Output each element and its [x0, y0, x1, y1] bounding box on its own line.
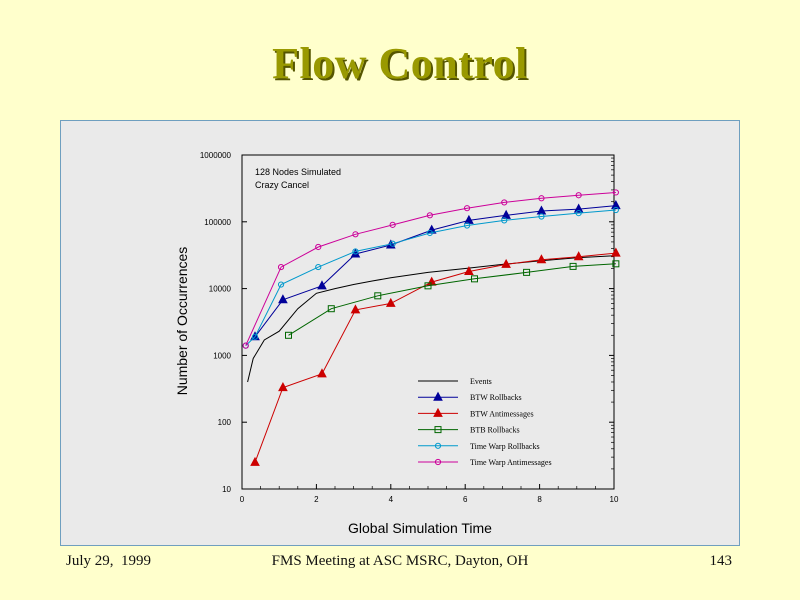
- data-point: [278, 382, 288, 392]
- data-point: [426, 229, 433, 237]
- data-point: [315, 243, 322, 251]
- data-point: [573, 203, 584, 213]
- data-point: [464, 265, 474, 276]
- data-point: [611, 200, 621, 210]
- series-line: [288, 263, 616, 336]
- series-3: [285, 260, 620, 339]
- data-point: [424, 282, 432, 290]
- legend-marker: [434, 426, 442, 434]
- data-point: [463, 222, 471, 229]
- y-tick-label: 100: [218, 418, 232, 427]
- data-point: [569, 262, 577, 270]
- legend-item: BTW Rollbacks: [418, 391, 522, 402]
- legend-item: Time Warp Rollbacks: [418, 442, 540, 451]
- data-point: [501, 199, 508, 206]
- series-line: [245, 192, 616, 346]
- data-point: [251, 333, 259, 340]
- annotation-line-2: Crazy Cancel: [255, 180, 309, 190]
- data-point: [612, 206, 619, 214]
- data-point: [538, 213, 545, 220]
- data-point: [389, 221, 396, 228]
- slide-title: Flow Control: [272, 39, 528, 88]
- data-point: [538, 195, 545, 202]
- data-point: [350, 304, 361, 314]
- data-point: [278, 294, 288, 304]
- data-point: [389, 240, 396, 247]
- legend-label: Time Warp Antimessages: [470, 458, 552, 467]
- footer-date: July 29, 1999: [66, 553, 152, 569]
- legend: Events BTW Rollbacks BTW Antimessages BTB R…: [418, 377, 552, 467]
- legend-item: BTW Antimessages: [418, 407, 534, 418]
- x-tick-label: 10: [610, 495, 619, 504]
- y-axis-label: Number of Occurrences: [174, 247, 190, 396]
- legend-item: Time Warp Antimessages: [418, 458, 552, 467]
- series-5: [242, 189, 619, 349]
- footer-page-number: 143: [709, 553, 733, 569]
- data-point: [575, 192, 582, 199]
- legend-label: Time Warp Rollbacks: [470, 442, 540, 451]
- data-point: [277, 263, 285, 271]
- data-point: [575, 209, 582, 217]
- data-point: [463, 205, 471, 212]
- data-point: [327, 305, 335, 313]
- chart-frame: 10 100 1000 10000 100000 1000000 0 2 4 6 8 10 128 N…: [60, 120, 740, 546]
- data-point: [315, 263, 322, 271]
- data-point: [611, 247, 621, 257]
- legend-marker: [434, 458, 442, 466]
- data-point: [501, 258, 511, 268]
- data-point: [352, 248, 359, 255]
- data-point: [501, 217, 508, 224]
- data-point: [471, 275, 478, 283]
- annotation-line-1: 128 Nodes Simulated: [255, 167, 341, 177]
- legend-marker: [434, 442, 442, 449]
- footer-meeting: FMS Meeting at ASC MSRC, Dayton, OH: [271, 553, 529, 569]
- data-point: [523, 268, 531, 276]
- series-line: [245, 209, 616, 346]
- x-tick-label: 6: [463, 495, 468, 504]
- data-point: [426, 224, 437, 234]
- y-tick-label: 1000: [213, 351, 231, 360]
- x-tick-label: 2: [314, 495, 319, 504]
- data-point: [426, 212, 433, 219]
- x-axis-label: Global Simulation Time: [348, 520, 492, 536]
- data-point: [385, 297, 396, 307]
- data-point: [352, 231, 359, 238]
- legend-label: BTW Antimessages: [470, 409, 534, 418]
- line-chart: 10 100 1000 10000 100000 1000000 0 2 4 6 8 10 128 N…: [174, 151, 621, 536]
- legend-marker: [433, 391, 443, 401]
- y-tick-label: 1000000: [200, 151, 232, 160]
- data-point: [573, 251, 584, 261]
- data-point: [536, 254, 547, 264]
- data-point: [285, 331, 292, 339]
- data-point: [374, 292, 382, 300]
- y-tick-label: 10000: [209, 285, 232, 294]
- data-point: [242, 342, 249, 349]
- y-tick-label: 100000: [204, 218, 231, 227]
- series-4: [242, 206, 619, 349]
- x-tick-label: 4: [389, 495, 394, 504]
- data-point: [250, 456, 260, 466]
- data-point: [612, 260, 620, 268]
- y-tick-label: 10: [222, 485, 231, 494]
- data-point: [317, 368, 327, 378]
- x-tick-label: 0: [240, 495, 245, 504]
- legend-item: Events: [418, 377, 492, 386]
- series-2: [250, 247, 621, 466]
- legend-item: BTB Rollbacks: [418, 426, 520, 435]
- data-point: [317, 280, 327, 290]
- data-point: [612, 189, 619, 196]
- legend-label: BTW Rollbacks: [470, 393, 522, 402]
- legend-label: BTB Rollbacks: [470, 426, 520, 435]
- x-tick-label: 8: [537, 495, 542, 504]
- legend-marker: [433, 407, 443, 417]
- data-point: [277, 281, 285, 288]
- legend-label: Events: [470, 377, 492, 386]
- plot-area: [241, 154, 615, 490]
